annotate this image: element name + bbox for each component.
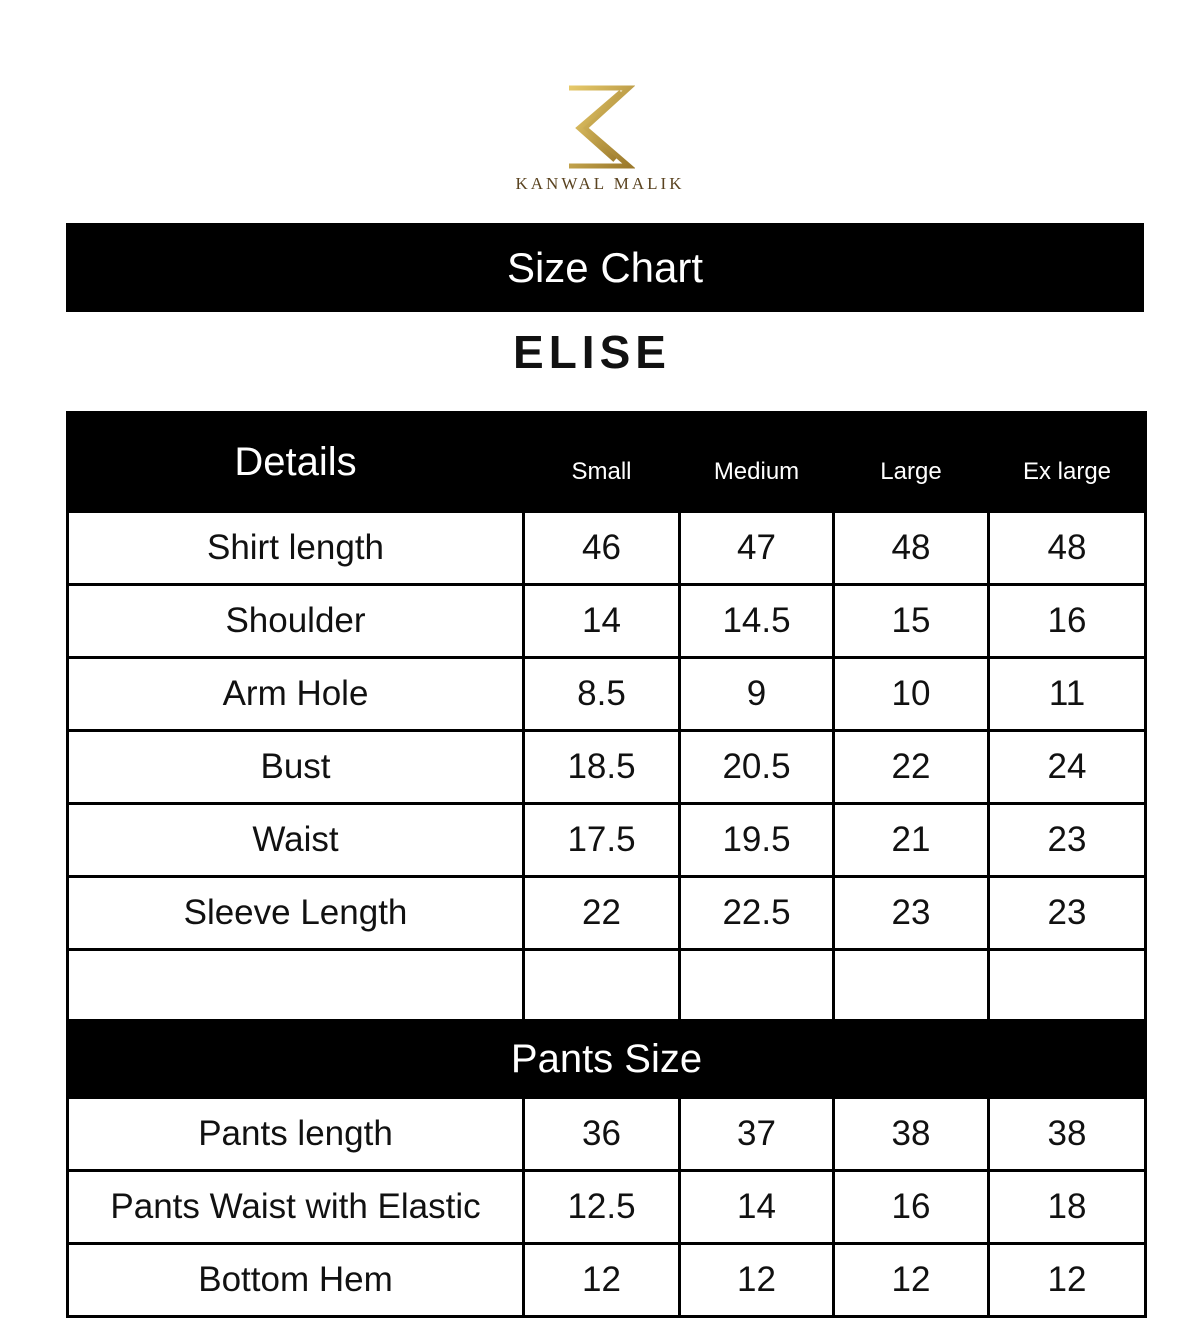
size-value: 12 <box>678 1242 835 1318</box>
size-value: 47 <box>678 510 835 586</box>
size-value: 16 <box>832 1169 990 1245</box>
brand-logo: KANWAL MALIK <box>500 82 700 202</box>
row-label: Waist <box>66 802 525 878</box>
row-label: Shoulder <box>66 583 525 659</box>
pants-section-row: Pants Size <box>66 1019 1147 1099</box>
table-row: Arm Hole 8.5 9 10 11 <box>66 656 1147 732</box>
size-value: 16 <box>987 583 1147 659</box>
size-value: 20.5 <box>678 729 835 805</box>
size-value: 48 <box>832 510 990 586</box>
table-row: Pants Waist with Elastic 12.5 14 16 18 <box>66 1169 1147 1245</box>
brand-name: KANWAL MALIK <box>515 174 685 193</box>
table-row: Bottom Hem 12 12 12 12 <box>66 1242 1147 1318</box>
size-value: 8.5 <box>522 656 681 732</box>
product-name: ELISE <box>513 326 671 378</box>
table-row: Sleeve Length 22 22.5 23 23 <box>66 875 1147 951</box>
size-value: 12 <box>832 1242 990 1318</box>
row-label: Sleeve Length <box>66 875 525 951</box>
column-header: Ex large <box>987 411 1147 513</box>
column-header: Details <box>66 411 525 513</box>
size-value: 38 <box>832 1096 990 1172</box>
size-value: 15 <box>832 583 990 659</box>
size-value: 46 <box>522 510 681 586</box>
size-value: 24 <box>987 729 1147 805</box>
size-value: 23 <box>832 875 990 951</box>
size-value: 22 <box>522 875 681 951</box>
row-label: Pants length <box>66 1096 525 1172</box>
size-value: 9 <box>678 656 835 732</box>
cell <box>678 948 835 1022</box>
size-value: 12.5 <box>522 1169 681 1245</box>
table-row: Pants length 36 37 38 38 <box>66 1096 1147 1172</box>
size-value: 11 <box>987 656 1147 732</box>
size-chart-title: Size Chart <box>66 223 1144 312</box>
column-header: Large <box>832 411 990 513</box>
size-value: 23 <box>987 802 1147 878</box>
table-row: Waist 17.5 19.5 21 23 <box>66 802 1147 878</box>
size-value: 18 <box>987 1169 1147 1245</box>
size-value: 12 <box>987 1242 1147 1318</box>
size-value: 14 <box>678 1169 835 1245</box>
header-row: Details Small Medium Large Ex large <box>66 411 1147 513</box>
cell <box>832 948 990 1022</box>
kanwal-malik-logo-icon <box>569 85 635 169</box>
row-label: Arm Hole <box>66 656 525 732</box>
pants-section-title: Pants Size <box>66 1019 1147 1099</box>
size-value: 19.5 <box>678 802 835 878</box>
size-value: 48 <box>987 510 1147 586</box>
size-value: 12 <box>522 1242 681 1318</box>
size-value: 38 <box>987 1096 1147 1172</box>
column-header: Small <box>522 411 681 513</box>
size-value: 36 <box>522 1096 681 1172</box>
row-label: Pants Waist with Elastic <box>66 1169 525 1245</box>
cell <box>987 948 1147 1022</box>
table-row: Shoulder 14 14.5 15 16 <box>66 583 1147 659</box>
size-value: 14.5 <box>678 583 835 659</box>
size-value: 21 <box>832 802 990 878</box>
size-value: 18.5 <box>522 729 681 805</box>
blank-row <box>66 948 1147 1022</box>
size-chart-table: Details Small Medium Large Ex large Shir… <box>66 411 1147 1318</box>
table-row: Bust 18.5 20.5 22 24 <box>66 729 1147 805</box>
row-label: Bottom Hem <box>66 1242 525 1318</box>
size-value: 22 <box>832 729 990 805</box>
row-label: Bust <box>66 729 525 805</box>
size-value: 14 <box>522 583 681 659</box>
size-value: 37 <box>678 1096 835 1172</box>
column-header: Medium <box>678 411 835 513</box>
table-row: Shirt length 46 47 48 48 <box>66 510 1147 586</box>
size-value: 23 <box>987 875 1147 951</box>
size-value: 17.5 <box>522 802 681 878</box>
size-value: 10 <box>832 656 990 732</box>
row-label: Shirt length <box>66 510 525 586</box>
cell <box>66 948 525 1022</box>
size-value: 22.5 <box>678 875 835 951</box>
cell <box>522 948 681 1022</box>
